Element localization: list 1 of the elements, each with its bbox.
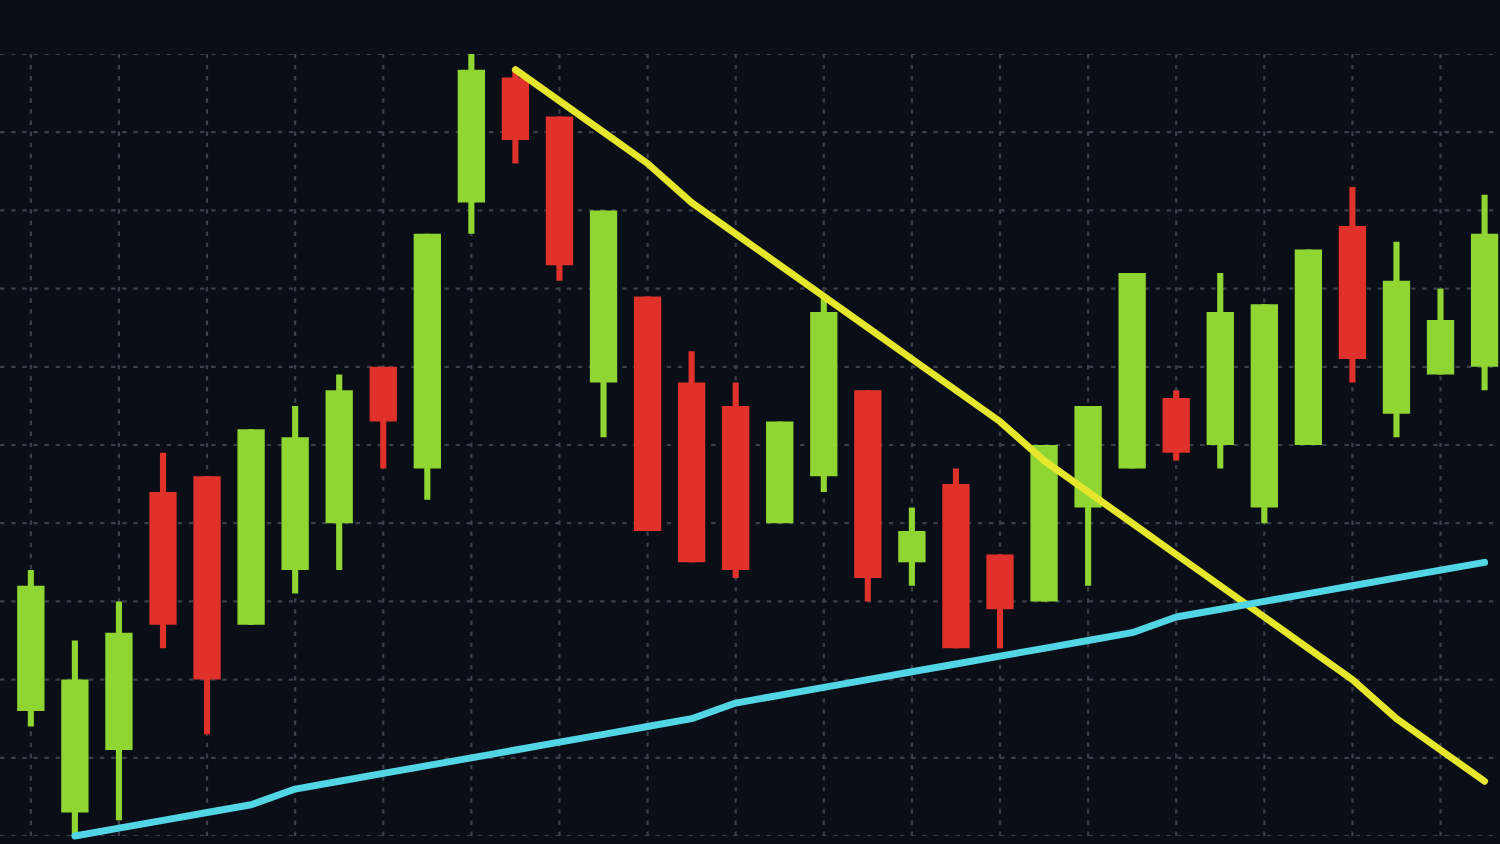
candlestick xyxy=(898,507,926,586)
